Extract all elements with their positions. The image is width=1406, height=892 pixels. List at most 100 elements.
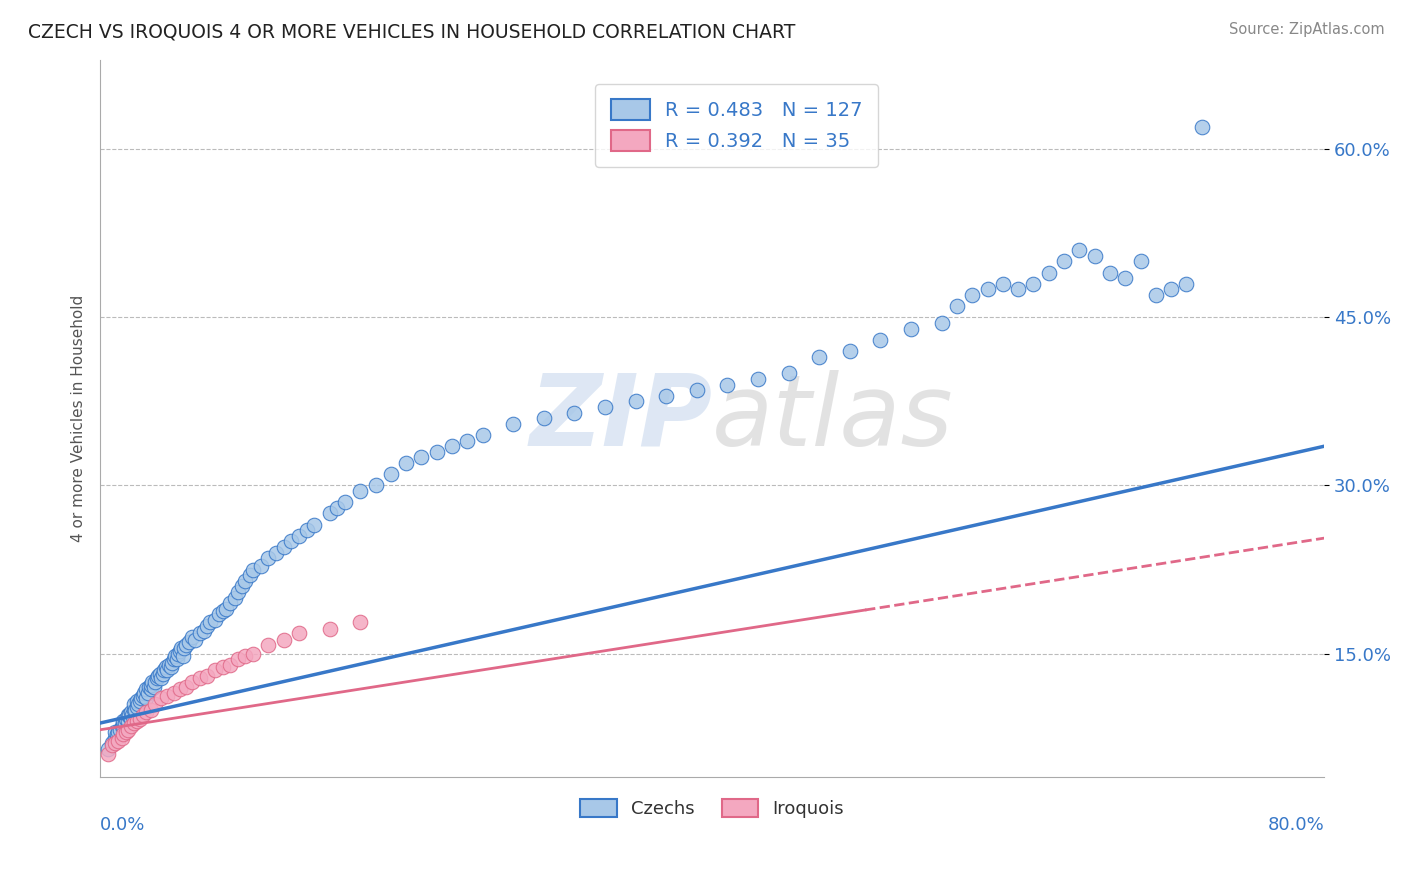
Point (411, 450, 433, 465)
Point (960, 288, 983, 302)
Point (242, 647, 264, 661)
Point (273, 540, 295, 554)
Point (1038, 266, 1060, 280)
Point (152, 666, 174, 681)
Point (193, 624, 215, 639)
Point (931, 316, 953, 330)
Point (129, 693, 152, 707)
Point (101, 739, 124, 753)
Point (976, 282, 998, 296)
Point (1053, 254, 1076, 268)
Point (188, 626, 211, 640)
Point (122, 697, 145, 711)
Point (181, 674, 204, 689)
Point (249, 559, 271, 574)
Point (141, 674, 163, 689)
Point (139, 678, 162, 692)
Point (166, 652, 188, 666)
Point (120, 719, 142, 733)
Point (716, 377, 738, 392)
Point (318, 622, 340, 636)
Point (900, 321, 922, 335)
Point (104, 736, 127, 750)
Point (380, 467, 402, 482)
Point (125, 693, 148, 707)
Point (162, 686, 184, 700)
Point (211, 660, 233, 674)
Point (136, 686, 159, 700)
Point (105, 727, 128, 741)
Point (132, 708, 155, 723)
Point (204, 613, 226, 627)
Point (131, 691, 153, 706)
Point (156, 689, 179, 703)
Point (129, 712, 152, 726)
Point (208, 607, 231, 622)
Point (172, 648, 194, 663)
Point (869, 333, 891, 347)
Point (273, 633, 295, 648)
Point (150, 671, 173, 685)
Point (441, 439, 464, 453)
Point (112, 714, 135, 728)
Point (110, 719, 132, 733)
Point (108, 723, 131, 737)
Point (120, 712, 142, 726)
Point (142, 680, 165, 694)
Point (118, 708, 141, 723)
Point (333, 495, 356, 509)
Point (114, 716, 136, 731)
Point (1160, 282, 1182, 296)
Point (160, 656, 183, 670)
Point (124, 703, 146, 717)
Point (946, 299, 969, 313)
Point (224, 591, 246, 605)
Point (1098, 266, 1121, 280)
Point (655, 389, 678, 403)
Point (280, 534, 302, 549)
Point (593, 400, 616, 414)
Point (395, 456, 418, 470)
Point (167, 647, 190, 661)
Point (219, 657, 242, 672)
Point (135, 682, 157, 697)
Point (159, 660, 181, 674)
Point (121, 708, 143, 723)
Point (349, 484, 371, 499)
Point (204, 664, 226, 678)
Text: atlas: atlas (713, 369, 953, 467)
Point (349, 615, 371, 630)
Point (188, 671, 211, 685)
Point (143, 697, 166, 711)
Text: 80.0%: 80.0% (1267, 816, 1324, 834)
Point (235, 648, 257, 663)
Point (318, 507, 340, 521)
Text: Source: ZipAtlas.com: Source: ZipAtlas.com (1229, 22, 1385, 37)
Point (148, 669, 170, 683)
Point (165, 648, 187, 663)
Point (211, 604, 233, 618)
Point (127, 697, 149, 711)
Point (169, 644, 191, 658)
Point (426, 445, 449, 459)
Legend: Czechs, Iroquois: Czechs, Iroquois (567, 784, 858, 832)
Point (304, 517, 326, 532)
Point (184, 633, 207, 648)
Point (195, 618, 218, 632)
Point (139, 703, 162, 717)
Point (200, 615, 222, 630)
Point (153, 664, 176, 678)
Point (135, 705, 157, 719)
Point (149, 666, 172, 681)
Y-axis label: 4 or more Vehicles in Household: 4 or more Vehicles in Household (72, 294, 86, 541)
Point (471, 428, 494, 442)
Point (991, 277, 1014, 291)
Point (1114, 271, 1136, 285)
Point (143, 674, 166, 689)
Point (564, 406, 586, 420)
Point (132, 689, 155, 703)
Point (257, 638, 280, 652)
Point (195, 669, 218, 683)
Point (288, 626, 311, 640)
Text: 0.0%: 0.0% (100, 816, 145, 834)
